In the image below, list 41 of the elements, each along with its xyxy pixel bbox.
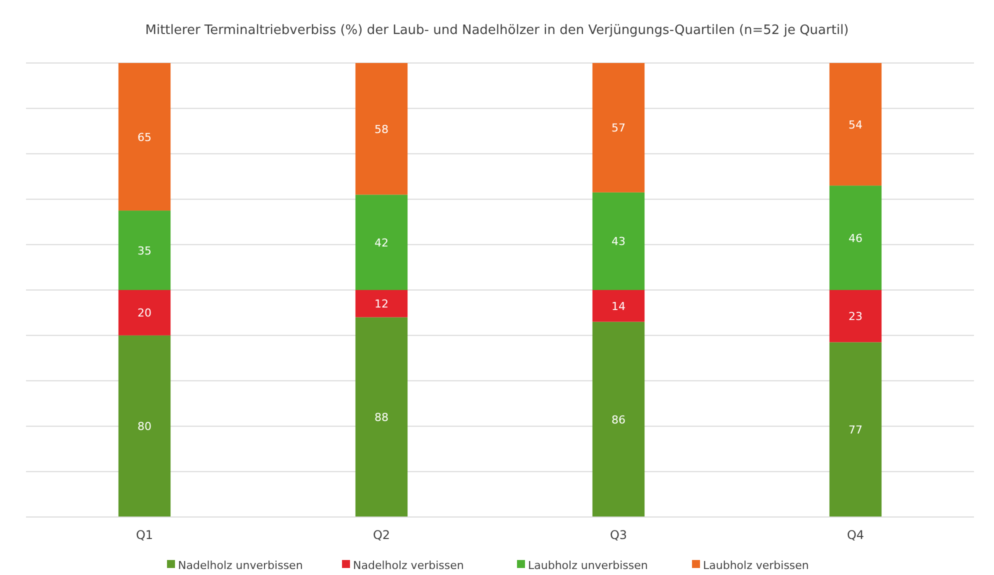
bar bbox=[355, 317, 408, 517]
data-label: 23 bbox=[848, 310, 862, 324]
bar bbox=[829, 63, 882, 186]
chart-title: Mittlerer Terminaltriebverbiss (%) der Laub- und Nadelhölzer in den Verjüngungs-Quartilen (n=52 je Quartil) bbox=[145, 23, 849, 38]
data-label: 35 bbox=[138, 244, 152, 258]
data-label: 86 bbox=[612, 413, 626, 426]
x-tick-label: Q1 bbox=[136, 528, 154, 542]
bar bbox=[118, 63, 171, 211]
data-label: 58 bbox=[374, 122, 388, 136]
data-label: 88 bbox=[374, 411, 388, 424]
data-label: 65 bbox=[138, 130, 152, 144]
data-label: 20 bbox=[138, 306, 152, 320]
bar bbox=[118, 290, 171, 336]
bar bbox=[592, 322, 645, 517]
data-label: 57 bbox=[612, 122, 626, 135]
bar bbox=[355, 63, 408, 195]
bar bbox=[592, 192, 645, 290]
bar bbox=[592, 63, 645, 192]
bar bbox=[355, 194, 408, 290]
bar bbox=[829, 342, 882, 517]
bar bbox=[118, 210, 171, 290]
data-label: 12 bbox=[374, 298, 388, 311]
bar bbox=[355, 290, 408, 318]
data-label: 43 bbox=[612, 235, 626, 248]
data-label: 77 bbox=[848, 424, 862, 437]
bar bbox=[118, 335, 171, 517]
bar bbox=[829, 186, 882, 290]
legend-label: Nadelholz verbissen bbox=[353, 559, 464, 572]
legend-label: Laubholz verbissen bbox=[703, 559, 809, 572]
legend-label: Laubholz unverbissen bbox=[528, 559, 648, 572]
legend-label: Nadelholz unverbissen bbox=[178, 559, 303, 572]
x-tick-label: Q3 bbox=[610, 528, 628, 542]
data-label: 80 bbox=[138, 420, 152, 434]
data-label: 14 bbox=[612, 300, 626, 313]
x-tick-label: Q4 bbox=[846, 528, 864, 542]
data-label: 54 bbox=[848, 118, 862, 132]
bar bbox=[592, 290, 645, 322]
x-tick-label: Q2 bbox=[372, 528, 390, 542]
data-label: 42 bbox=[374, 236, 388, 250]
data-label: 46 bbox=[848, 232, 862, 245]
bar bbox=[829, 290, 882, 342]
